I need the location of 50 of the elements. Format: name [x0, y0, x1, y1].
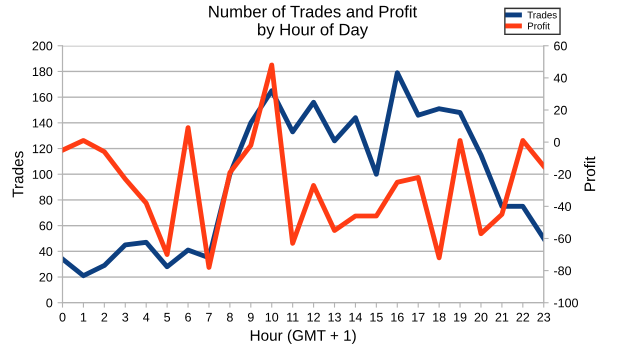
x-tick-label: 10 [266, 312, 278, 322]
y2-tick-label: 60 [554, 42, 567, 50]
x-tick-label: 19 [454, 312, 466, 322]
y-tick-label: 140 [32, 118, 52, 128]
y2-tick-label: -20 [554, 170, 572, 179]
x-axis-title: Hour (GMT + 1) [250, 330, 356, 344]
y-tick-label: 0 [46, 298, 52, 308]
y2-tick-label: -100 [554, 298, 578, 308]
y-axis-title: Trades [12, 151, 24, 198]
x-tick-label: 16 [391, 312, 404, 322]
x-tick-label: 14 [349, 312, 362, 322]
y-tick-label: 200 [32, 42, 52, 50]
y2-axis-title: Profit [584, 156, 596, 191]
x-tick-label: 3 [122, 312, 128, 322]
chart-title: Number of Trades and Profit by Hour of Day [209, 5, 418, 39]
y-tick-label: 40 [39, 247, 52, 256]
y2-tick-label: -60 [554, 234, 572, 244]
x-tick-label: 1 [80, 312, 86, 322]
y2-tick-label: -80 [554, 266, 572, 276]
x-tick-label: 12 [308, 312, 320, 322]
y2-tick-label: -40 [554, 202, 572, 212]
y-tick-label: 100 [32, 170, 52, 179]
x-tick-label: 18 [433, 312, 446, 322]
x-tick-label: 15 [370, 312, 383, 322]
x-tick-label: 23 [537, 312, 550, 322]
x-tick-label: 17 [412, 312, 425, 322]
x-tick-label: 11 [287, 312, 299, 322]
y2-tick-label: 40 [554, 74, 567, 83]
y-tick-label: 120 [32, 144, 52, 154]
y-tick-label: 180 [32, 67, 52, 76]
legend-label: Profit [528, 22, 550, 30]
x-tick-label: 0 [60, 312, 66, 322]
x-tick-label: 13 [328, 312, 341, 322]
y-tick-label: 60 [40, 221, 52, 230]
y-tick-label: 80 [39, 196, 52, 205]
legend-label: Trades [527, 11, 557, 18]
x-tick-label: 9 [248, 312, 254, 322]
x-tick-label: 7 [206, 312, 212, 322]
y2-tick-label: 0 [554, 138, 560, 147]
x-tick-label: 22 [516, 312, 530, 322]
x-tick-label: 21 [496, 312, 508, 322]
y-tick-label: 160 [32, 92, 52, 102]
x-tick-label: 4 [143, 312, 150, 322]
x-tick-label: 20 [474, 312, 488, 322]
y2-tick-label: 20 [554, 106, 567, 115]
x-tick-label: 2 [102, 312, 108, 322]
y-tick-label: 20 [40, 272, 52, 282]
x-tick-label: 8 [226, 312, 233, 322]
x-tick-label: 6 [185, 312, 191, 322]
x-tick-label: 5 [164, 312, 170, 322]
